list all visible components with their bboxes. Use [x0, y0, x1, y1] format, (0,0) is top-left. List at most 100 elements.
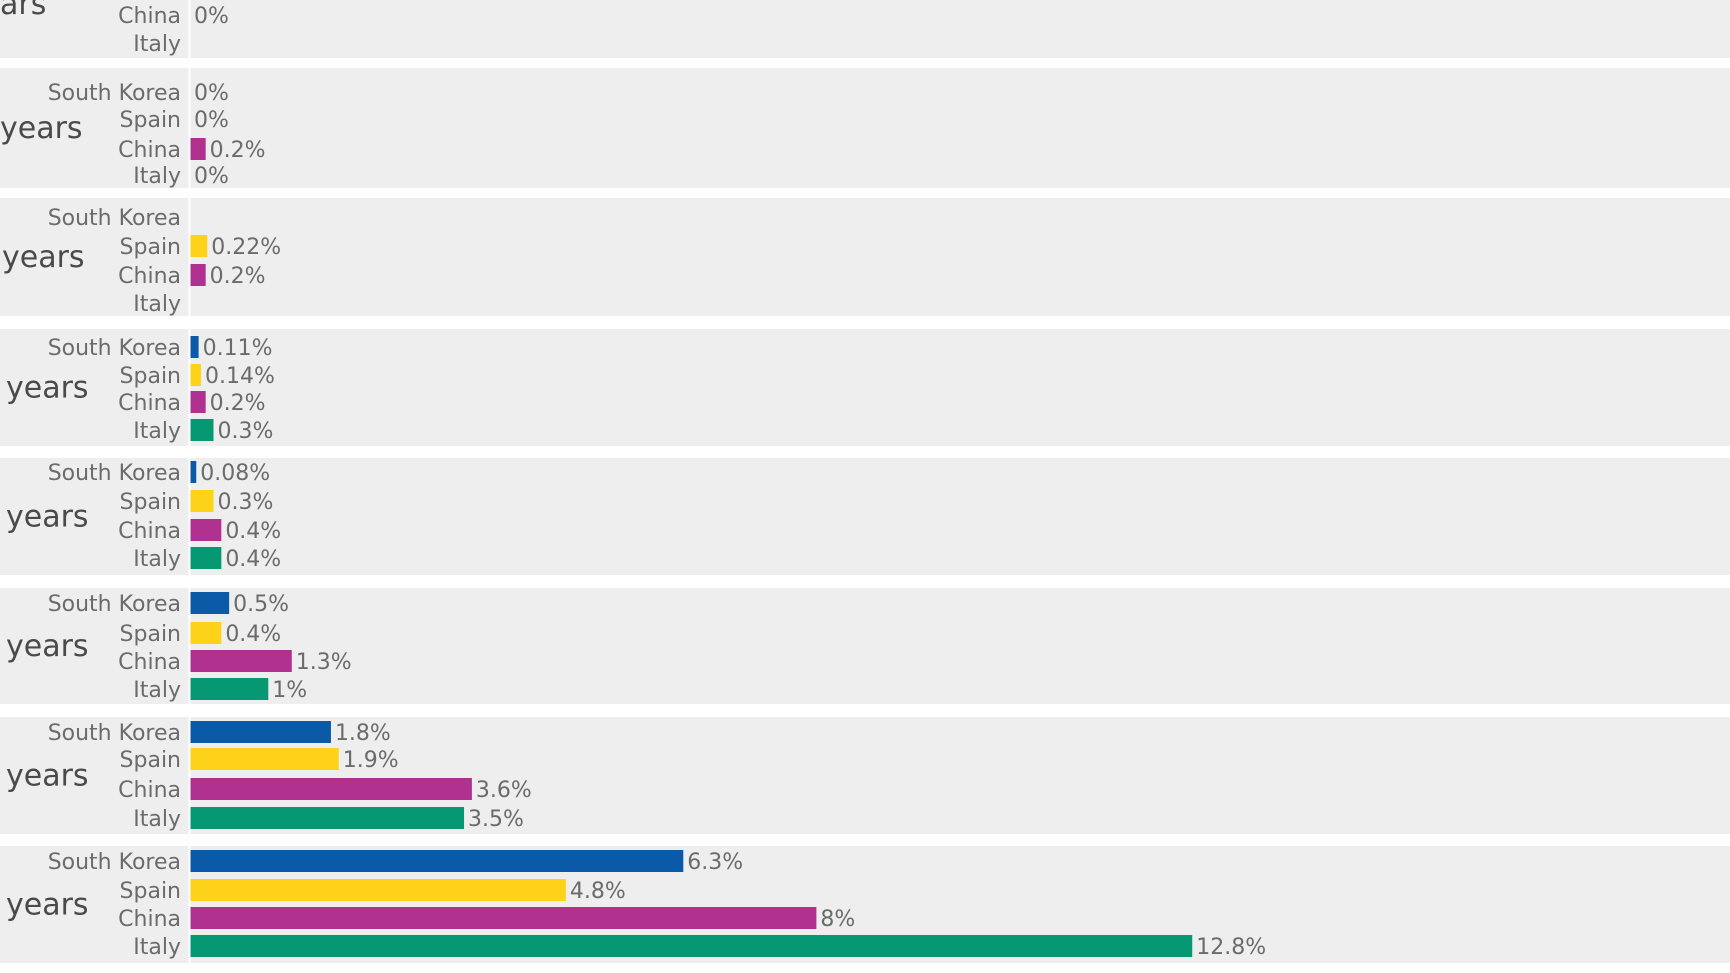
age-group-label: years — [6, 888, 89, 923]
country-label-spain: Spain — [120, 622, 181, 647]
bar-spain — [190, 490, 214, 512]
bar-spain — [190, 364, 201, 386]
country-label-italy: Italy — [133, 935, 181, 960]
value-label: 0.3% — [217, 419, 273, 444]
bar-china — [190, 778, 472, 800]
age-group-panel: years South Korea Spain 0.22% China 0.2% Italy — [0, 198, 1730, 317]
country-label-italy: Italy — [133, 419, 181, 444]
bar-south-korea — [190, 336, 199, 358]
age-group-label: ars — [0, 0, 46, 22]
bar-china — [190, 907, 817, 929]
value-label: 3.6% — [476, 778, 532, 803]
country-label-china: China — [118, 778, 181, 803]
age-group-label: years — [0, 111, 83, 146]
value-label: 0.11% — [203, 336, 273, 361]
country-label-spain: Spain — [120, 364, 181, 389]
panel-background — [0, 458, 1730, 575]
bar-italy — [190, 807, 465, 829]
country-label-spain: Spain — [120, 108, 181, 133]
country-label-italy: Italy — [133, 678, 181, 703]
value-label: 0.2% — [210, 391, 266, 416]
country-label-china: China — [118, 391, 181, 416]
country-label-china: China — [118, 4, 181, 29]
value-label: 0.4% — [225, 547, 281, 572]
bar-spain — [190, 235, 208, 257]
country-label-south-korea: South Korea — [48, 721, 181, 746]
value-label: 0.08% — [200, 461, 270, 486]
panel-background — [0, 588, 1730, 704]
bar-china — [190, 519, 222, 541]
age-group-label: years — [6, 371, 89, 406]
country-label-south-korea: South Korea — [48, 336, 181, 361]
age-group-label: years — [6, 759, 89, 794]
age-group-panel: years South Korea 1.8% Spain 1.9% China 3.6% It… — [0, 717, 1730, 834]
age-group-label: years — [2, 240, 85, 275]
country-label-spain: Spain — [120, 235, 181, 260]
country-label-china: China — [118, 907, 181, 932]
age-group-panel: years South Korea 0.11% Spain 0.14% China 0.2%… — [0, 329, 1730, 446]
panel-background — [0, 68, 1730, 188]
bar-south-korea — [190, 592, 230, 614]
value-label: 1% — [272, 678, 307, 703]
value-label: 0.4% — [225, 519, 281, 544]
value-label: 0% — [194, 108, 229, 133]
bar-italy — [190, 678, 269, 700]
bar-china — [190, 138, 206, 160]
age-group-label: years — [6, 629, 89, 664]
country-label-italy: Italy — [133, 164, 181, 189]
value-label: 8% — [820, 907, 855, 932]
country-label-south-korea: South Korea — [48, 81, 181, 106]
value-label: 0.2% — [210, 138, 266, 163]
value-label: 12.8% — [1196, 935, 1266, 960]
value-label: 1.9% — [343, 748, 399, 773]
bar-south-korea — [190, 721, 331, 743]
country-label-south-korea: South Korea — [48, 592, 181, 617]
bar-italy — [190, 419, 214, 441]
value-label: 0.14% — [205, 364, 275, 389]
country-label-china: China — [118, 264, 181, 289]
value-label: 0% — [194, 164, 229, 189]
country-label-spain: Spain — [120, 879, 181, 904]
age-group-panel: ars China 0% Italy — [0, 0, 1730, 58]
value-label: 3.5% — [468, 807, 524, 832]
country-label-italy: Italy — [133, 807, 181, 832]
country-label-south-korea: South Korea — [48, 850, 181, 875]
bar-italy — [190, 547, 222, 569]
value-label: 0.4% — [225, 622, 281, 647]
value-label: 1.3% — [296, 650, 352, 675]
value-label: 1.8% — [335, 721, 391, 746]
bar-spain — [190, 748, 339, 770]
country-label-china: China — [118, 138, 181, 163]
country-label-south-korea: South Korea — [48, 461, 181, 486]
panel-background — [0, 0, 1730, 58]
value-label: 0.3% — [217, 490, 273, 515]
age-group-panel: years South Korea 0% Spain 0% China 0.2% Italy 0… — [0, 68, 1730, 189]
country-label-italy: Italy — [133, 547, 181, 572]
country-label-china: China — [118, 519, 181, 544]
value-label: 0% — [194, 81, 229, 106]
age-group-panel: years South Korea 0.5% Spain 0.4% China 1.3% It… — [0, 588, 1730, 704]
value-label: 6.3% — [687, 850, 743, 875]
value-label: 0% — [194, 4, 229, 29]
panel-background — [0, 198, 1730, 316]
country-label-south-korea: South Korea — [48, 206, 181, 231]
bar-south-korea — [190, 850, 684, 872]
bar-china — [190, 391, 206, 413]
age-group-label: years — [6, 500, 89, 535]
bar-spain — [190, 879, 566, 901]
country-label-china: China — [118, 650, 181, 675]
age-group-panel: years South Korea 6.3% Spain 4.8% China 8% Ital… — [0, 846, 1730, 963]
bar-spain — [190, 622, 222, 644]
bar-italy — [190, 935, 1193, 957]
country-label-spain: Spain — [120, 748, 181, 773]
panel-background — [0, 329, 1730, 446]
country-label-italy: Italy — [133, 32, 181, 57]
country-label-italy: Italy — [133, 292, 181, 317]
value-label: 0.2% — [210, 264, 266, 289]
bar-south-korea — [190, 461, 197, 483]
value-label: 0.22% — [211, 235, 281, 260]
country-label-spain: Spain — [120, 490, 181, 515]
value-label: 4.8% — [570, 879, 626, 904]
value-label: 0.5% — [233, 592, 289, 617]
